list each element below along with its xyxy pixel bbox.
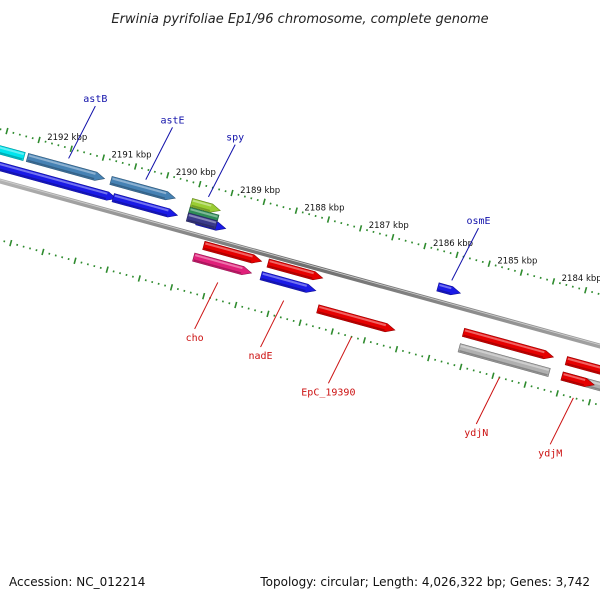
ruler-label: 2184 kbp: [562, 274, 600, 284]
gene-nadE: [259, 271, 317, 293]
ruler-tick-top: [5, 127, 9, 135]
gene-ydjM: [560, 371, 595, 387]
ruler-label: 2189 kbp: [240, 186, 280, 196]
gene-features: [25, 152, 595, 387]
ruler-tick-top: [358, 225, 363, 232]
leader-ydjN: [475, 377, 500, 425]
gene-labels: astB astE spy cho nadE EpC_19390 osmE ydjN ydjM: [68, 94, 574, 459]
leader-osmE: [451, 227, 479, 281]
ruler-label: 2186 kbp: [433, 239, 473, 249]
gene-label-cho[interactable]: cho: [186, 333, 204, 344]
gene-spy: [189, 198, 221, 213]
leader-astB: [68, 105, 96, 159]
ruler-tick-bottom: [555, 390, 559, 397]
gene-EpC_19390: [316, 304, 396, 333]
ruler-tick-bottom: [298, 319, 302, 326]
leader-spy: [208, 144, 236, 198]
gene-ydjN: [457, 343, 551, 377]
ruler-top: [0, 127, 600, 295]
ruler-tick-bottom: [266, 310, 270, 318]
ruler-tick-top: [37, 136, 41, 144]
ruler-label: 2190 kbp: [176, 168, 216, 178]
ruler-tick-top: [584, 286, 588, 294]
ruler-tick-bottom: [362, 337, 367, 344]
ruler-tick-top: [198, 180, 202, 188]
accession-text: Accession: NC_012214: [9, 575, 145, 589]
ruler-tick-top: [487, 260, 491, 268]
leader-cho: [194, 282, 219, 330]
ruler-tick-top: [519, 269, 523, 276]
ruler-tick-bottom: [330, 328, 334, 335]
gene-astE: [109, 175, 176, 201]
ruler-tick-top: [326, 216, 331, 223]
ruler-tick-top: [166, 172, 170, 179]
ruler-tick-bottom: [73, 257, 77, 265]
gene-osmE: [436, 282, 462, 296]
backbone-line: [0, 178, 600, 349]
ruler-label: 2187 kbp: [369, 221, 409, 231]
ruler-tick-top: [391, 233, 395, 241]
ruler-tick-top: [551, 278, 556, 285]
gene-label-nadE[interactable]: nadE: [249, 351, 273, 362]
ruler-label: 2191 kbp: [112, 150, 152, 160]
ruler-tick-bottom: [523, 381, 527, 388]
ruler-tick-bottom: [394, 345, 399, 353]
ruler-tick-bottom: [105, 266, 109, 273]
ruler-tick-bottom: [41, 248, 45, 256]
gene-label-ydjN[interactable]: ydjN: [464, 428, 488, 439]
ruler-tick-top: [423, 242, 427, 250]
gene-label-astE[interactable]: astE: [160, 115, 184, 126]
ruler-tick-bottom: [234, 301, 238, 309]
underlying-feature: [0, 156, 118, 201]
ruler-tick-top: [101, 154, 106, 161]
ruler-tick-bottom: [9, 239, 13, 247]
ruler-tick-bottom: [137, 275, 141, 282]
decorations: [0, 140, 600, 395]
backbone-highlight: [0, 179, 600, 346]
ruler-tick-top: [69, 145, 73, 153]
gene-astB: [25, 152, 106, 181]
map-title: Erwinia pyrifoliae Ep1/96 chromosome, co…: [111, 12, 488, 27]
underlying-feature: [111, 193, 179, 218]
underlying-feature: [564, 356, 600, 377]
ruler-tick-bottom: [459, 363, 463, 371]
ruler-tick-top: [230, 189, 234, 197]
ruler-tick-top: [133, 163, 138, 170]
underlying-feature: [461, 327, 555, 360]
leader-nadE: [260, 300, 285, 348]
gene-cho: [192, 252, 253, 276]
gene-label-EpC_19390[interactable]: EpC_19390: [301, 387, 355, 398]
ruler-label: 2188 kbp: [304, 204, 344, 214]
underlying-feature: [202, 240, 263, 264]
ruler-tick-bottom: [427, 354, 431, 362]
edge-feature: [0, 140, 26, 162]
gene-label-ydjM[interactable]: ydjM: [538, 448, 562, 459]
leader-ydjM: [549, 397, 574, 445]
gene-label-astB[interactable]: astB: [83, 94, 107, 105]
ruler-tick-bottom: [202, 292, 206, 300]
leader-EpC_19390: [327, 336, 352, 384]
underlying-feature: [266, 258, 324, 281]
chromosome-backbone: [0, 178, 600, 349]
ruler-tick-top: [455, 251, 459, 259]
ruler-label: 2185 kbp: [497, 257, 537, 267]
genome-track: 2192 kbp 2191 kbp 2190 kbp 2189 kbp 2188 kbp…: [0, 94, 600, 459]
ruler-labels: 2192 kbp 2191 kbp 2190 kbp 2189 kbp 2188 kbp…: [47, 133, 600, 284]
ruler-tick-top: [262, 198, 266, 206]
ruler-tick-bottom: [169, 284, 174, 291]
leader-astE: [145, 127, 173, 180]
ruler-label: 2192 kbp: [47, 133, 87, 143]
ruler-tick-bottom: [491, 372, 495, 380]
gene-label-osmE[interactable]: osmE: [466, 216, 490, 227]
gene-label-spy[interactable]: spy: [226, 133, 244, 144]
ruler-tick-bottom: [587, 398, 592, 406]
underlying-feature: [185, 212, 218, 230]
genome-summary-text: Topology: circular; Length: 4,026,322 bp…: [259, 575, 590, 589]
ruler-tick-top: [294, 207, 298, 214]
